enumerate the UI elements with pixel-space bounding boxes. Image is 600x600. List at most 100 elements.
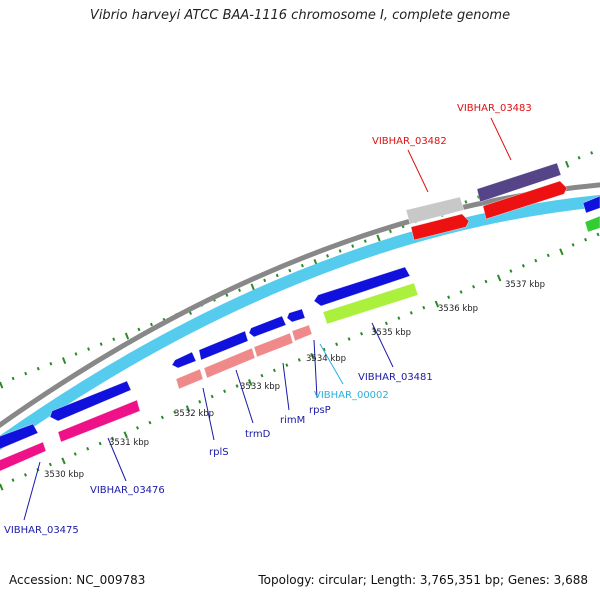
gene-feature-cds-4 [198, 330, 249, 361]
leader-line [319, 343, 344, 385]
gc-dot [86, 447, 90, 451]
gene-feature-purple [476, 162, 562, 203]
gene-feature-cds-2 [49, 380, 132, 422]
gene-label-rpsp[interactable]: rpsP [309, 405, 331, 416]
gc-dot [288, 268, 292, 273]
gc-dot [124, 332, 130, 340]
gc-dot [335, 342, 339, 347]
gc-dot [185, 405, 191, 413]
gc-dot [137, 327, 141, 332]
gc-dot [484, 279, 488, 284]
gc-dot [546, 253, 550, 258]
gene-feature-cds-7 [313, 266, 411, 307]
tick-label: 3532 kbp [174, 409, 214, 419]
gene-feature-trna-2 [57, 399, 141, 443]
gc-dot [434, 300, 440, 308]
leader-line [235, 369, 254, 424]
gene-feature-green [584, 215, 600, 233]
gc-dot [210, 394, 214, 399]
gene-feature-red-2 [482, 180, 568, 220]
gc-dot [49, 362, 53, 366]
map-title: Vibrio harveyi ATCC BAA-1116 chromosome … [89, 8, 511, 23]
gene-feature-trna-1 [0, 441, 47, 472]
leader-line [313, 339, 318, 399]
gc-dot [36, 366, 40, 371]
gene-feature-cds-8 [582, 195, 600, 214]
gc-dot [577, 155, 581, 160]
gc-dot [496, 274, 502, 282]
gc-dot [521, 264, 525, 268]
gc-dot [571, 243, 575, 247]
gene-feature-rrna-1 [175, 368, 204, 390]
gene-feature-rrna-3 [253, 332, 294, 358]
gc-dot [173, 410, 177, 414]
leader-line [407, 149, 429, 193]
gene-feature-lime [322, 282, 419, 325]
gc-dot [73, 452, 77, 456]
gene-label-trmd[interactable]: trmD [245, 429, 271, 440]
gc-dot [263, 278, 267, 283]
gene-feature-cds-3 [171, 351, 197, 369]
leader-line [107, 437, 127, 482]
gc-dot [238, 288, 241, 292]
gc-dot [61, 457, 66, 465]
gene-feature-cds-5 [248, 315, 287, 338]
leader-line [371, 322, 394, 368]
gc-dot [24, 371, 28, 376]
gc-dot [360, 332, 364, 336]
gene-feature-grey [405, 196, 465, 225]
gene-feature-cds-6 [286, 308, 306, 323]
gc-dot [372, 326, 377, 334]
gc-dot [135, 426, 139, 430]
gc-dot [338, 249, 342, 253]
gc-dot [534, 258, 538, 263]
cds-track [0, 194, 600, 451]
gene-label-vibhar-03481[interactable]: VIBHAR_03481 [358, 372, 433, 383]
gene-label-vibhar-03483[interactable]: VIBHAR_03483 [457, 103, 532, 114]
outer-strand-features [405, 162, 568, 241]
gc-dot [272, 368, 276, 373]
gc-dot [260, 373, 264, 378]
gc-dot [297, 358, 301, 362]
gene-label-vibhar-03475[interactable]: VIBHAR_03475 [4, 525, 79, 536]
gc-dot [447, 295, 451, 299]
inner-strand-features [0, 215, 600, 472]
gc-dot [347, 337, 351, 341]
gc-dot [61, 357, 67, 364]
gc-dot [397, 316, 401, 320]
gc-dot [326, 254, 330, 258]
gc-dot [0, 483, 4, 491]
gc-dot [472, 284, 476, 289]
gc-dot [590, 151, 594, 155]
gc-dot [0, 381, 4, 389]
gc-dot [310, 352, 315, 360]
gc-dot [148, 420, 152, 425]
gc-dot [223, 389, 227, 394]
gc-dot [459, 290, 463, 294]
leader-line [202, 387, 215, 441]
gene-label-vibhar-03482[interactable]: VIBHAR_03482 [372, 136, 447, 147]
gene-label-vibhar-03476[interactable]: VIBHAR_03476 [90, 485, 165, 496]
gc-dot [275, 273, 279, 278]
topology-info: Topology: circular; Length: 3,765,351 bp… [258, 573, 588, 587]
gc-dot [384, 321, 388, 326]
gc-dot [48, 462, 52, 467]
gc-dot [87, 347, 91, 351]
gc-dot [565, 160, 570, 168]
gene-label-rimm[interactable]: rimM [280, 415, 305, 426]
accession-info: Accession: NC_009783 [9, 573, 146, 587]
gene-feature-rrna-4 [291, 324, 313, 342]
gc-dot [198, 399, 202, 404]
gc-dot [123, 431, 128, 439]
gc-dot [422, 305, 426, 310]
gc-dot [235, 384, 239, 388]
tick-label: 3537 kbp [505, 280, 545, 290]
gc-dot [376, 234, 381, 242]
tick-label: 3536 kbp [438, 304, 478, 314]
gc-dot [11, 478, 15, 482]
tick-label: 3530 kbp [44, 470, 84, 480]
gene-label-rpls[interactable]: rplS [209, 447, 229, 458]
gene-label-vibhar-00002[interactable]: VIBHAR_00002 [314, 390, 389, 401]
leader-line [282, 362, 290, 411]
